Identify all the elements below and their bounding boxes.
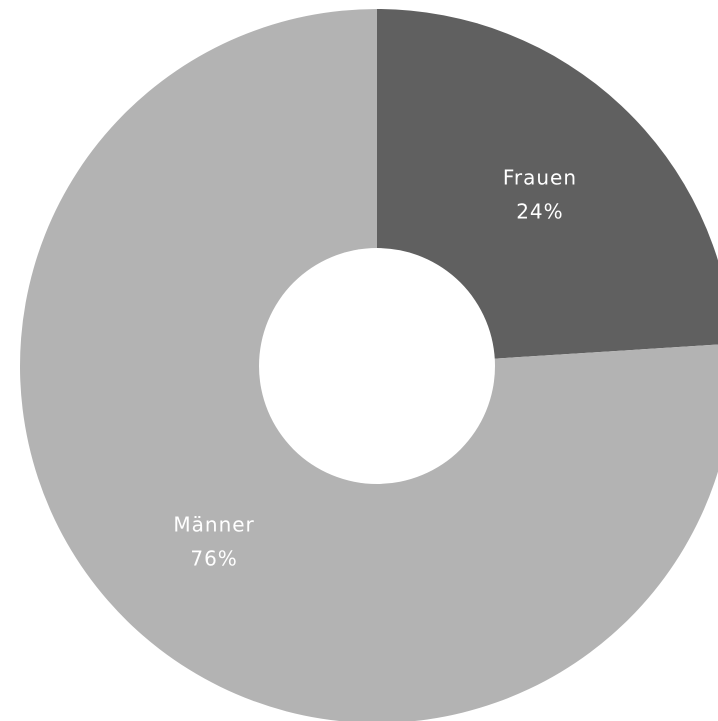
slice-label-value: 24% [516, 200, 563, 224]
slice-frauen [377, 9, 718, 366]
donut-hole [259, 248, 495, 484]
slice-label-name: Männer [173, 512, 254, 536]
slice-label-value: 76% [190, 546, 237, 570]
slice-label-name: Frauen [503, 166, 577, 190]
chart-labels: Frauen 24% Männer 76% [173, 166, 577, 571]
